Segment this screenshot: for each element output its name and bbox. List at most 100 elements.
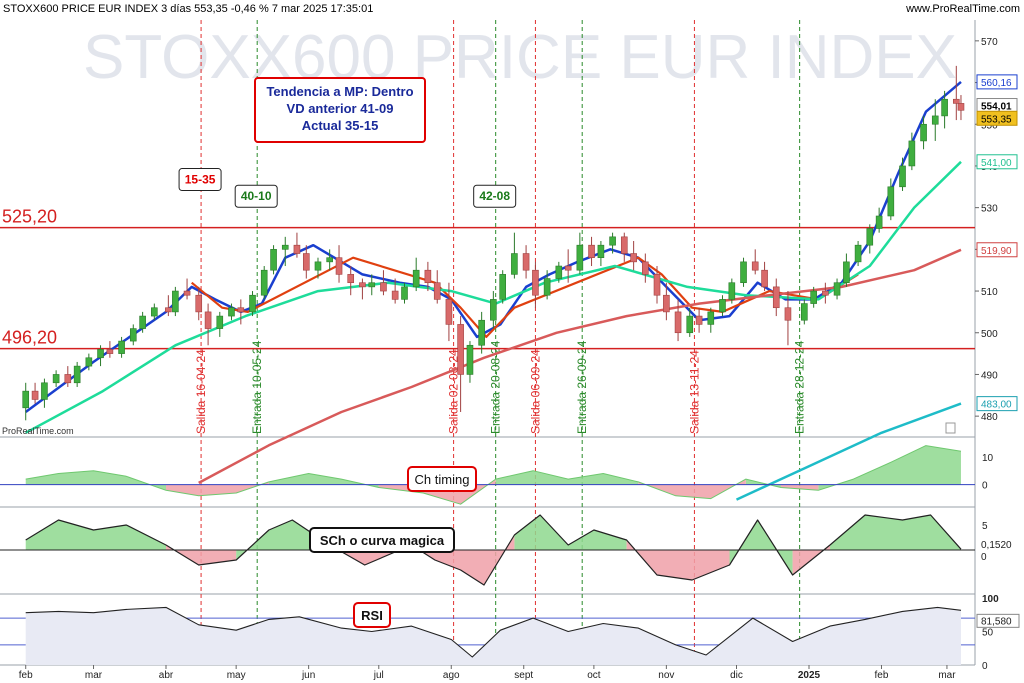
watermark: STOXX600 PRICE EUR INDEX <box>83 23 957 92</box>
candle-body <box>854 244 862 263</box>
sch-title: SCh o curva magica <box>320 533 445 548</box>
candle-body <box>674 311 682 334</box>
signal-label: Salida 13-11-24 <box>687 350 701 434</box>
candle-body <box>249 294 256 313</box>
signal-label: Salida 16-04-24 <box>194 349 208 434</box>
signal-label: Salida 06-09-24 <box>528 349 542 434</box>
sch-positive-area <box>25 515 961 575</box>
x-tick-label: 2025 <box>798 670 821 681</box>
price-label: 553,35 <box>981 114 1012 125</box>
candle-body <box>129 328 137 342</box>
x-tick-label: nov <box>658 670 674 681</box>
candle-body <box>522 253 530 271</box>
candle-body <box>931 115 939 125</box>
ma-line-4 <box>735 402 962 501</box>
candle-body <box>347 274 355 284</box>
x-tick-label: may <box>227 670 246 681</box>
candle-body <box>941 98 948 117</box>
download-icon <box>945 422 956 434</box>
price-label-box <box>976 110 1018 126</box>
candle-body <box>663 294 670 313</box>
sch-title-frame <box>309 527 455 553</box>
price-label-box <box>976 242 1018 258</box>
x-tick-label: oct <box>587 670 601 681</box>
candle-body <box>875 215 883 229</box>
x-tick-label: feb <box>875 670 889 681</box>
instrument-header: STOXX600 PRICE EUR INDEX 3 días 553,35 -… <box>3 3 374 15</box>
price-label: 560,16 <box>981 78 1012 89</box>
trend-box: Tendencia a MP: Dentro VD anterior 41-09 A… <box>254 77 426 143</box>
x-tick-label: abr <box>159 670 174 681</box>
signal-box-label: 40-10 <box>241 189 272 203</box>
candle-body <box>228 307 235 317</box>
candle-body <box>31 390 39 400</box>
candle-body <box>380 282 387 292</box>
candle-body <box>597 244 605 258</box>
trend-box-line: Actual 35-15 <box>302 118 379 133</box>
candle-body <box>719 299 726 313</box>
rsi-tick: 100 <box>982 594 999 605</box>
trend-box-line: VD anterior 41-09 <box>287 101 394 116</box>
candle-body <box>609 236 616 246</box>
candle-body <box>532 269 539 296</box>
candle-body <box>740 261 747 284</box>
rsi-tick: 50 <box>982 628 994 639</box>
rsi-title-frame <box>353 602 391 628</box>
rsi-title: RSI <box>361 608 383 623</box>
level-label: 525,20 <box>2 207 57 227</box>
candle-body <box>302 253 310 271</box>
sch-line <box>25 514 962 586</box>
signal-box-label: 42-08 <box>479 189 510 203</box>
candle-body <box>728 282 736 300</box>
candle-body <box>843 261 850 284</box>
y-tick-label: 500 <box>981 329 998 340</box>
timing-title: Ch timing <box>415 472 470 487</box>
candle-body <box>887 186 895 217</box>
candle-body <box>866 228 874 246</box>
candle-body <box>151 307 158 317</box>
website-link[interactable]: www.ProRealTime.com <box>906 3 1020 15</box>
signal-label: Entrada 28-12-24 <box>793 340 807 434</box>
candle-body <box>784 307 792 321</box>
price-label-box <box>976 154 1018 170</box>
candle-body <box>335 257 343 275</box>
x-tick-label: feb <box>19 670 33 681</box>
candle-body <box>695 315 703 325</box>
candle-body <box>833 282 841 296</box>
sch-tick: 5 <box>982 521 988 532</box>
candle-body <box>511 253 518 275</box>
rsi-line <box>25 606 962 658</box>
candle-body <box>908 140 916 167</box>
candle-body <box>686 315 694 334</box>
candle-body <box>445 299 453 325</box>
x-tick-label: jun <box>301 670 315 681</box>
candle-body <box>172 290 179 313</box>
candle-body <box>490 299 497 321</box>
candle-body <box>391 290 399 300</box>
sch-value: 0,1520 <box>981 540 1012 551</box>
candle-body <box>822 290 829 296</box>
price-label: 541,00 <box>981 158 1012 169</box>
price-label-box <box>976 74 1018 90</box>
candle-body <box>620 236 628 254</box>
price-label: 483,00 <box>981 400 1012 411</box>
signal-label: Entrada 20-08-24 <box>489 340 503 434</box>
candle-body <box>195 294 203 313</box>
candle-body <box>368 282 376 288</box>
candle-body <box>707 311 715 325</box>
candle-body <box>424 269 432 284</box>
candle-body <box>281 244 289 250</box>
signal-box-frame <box>234 184 278 208</box>
x-tick-label: mar <box>85 670 103 681</box>
candle-body <box>543 278 551 296</box>
timing-tick: 10 <box>982 453 994 464</box>
timing-title-frame <box>407 466 477 492</box>
candle-body <box>314 261 322 271</box>
rsi-area <box>25 607 961 665</box>
candle-body <box>412 269 420 288</box>
candle-body <box>260 269 268 296</box>
timing-line <box>25 445 962 505</box>
candle-body <box>801 303 808 321</box>
candle-body <box>52 374 60 384</box>
